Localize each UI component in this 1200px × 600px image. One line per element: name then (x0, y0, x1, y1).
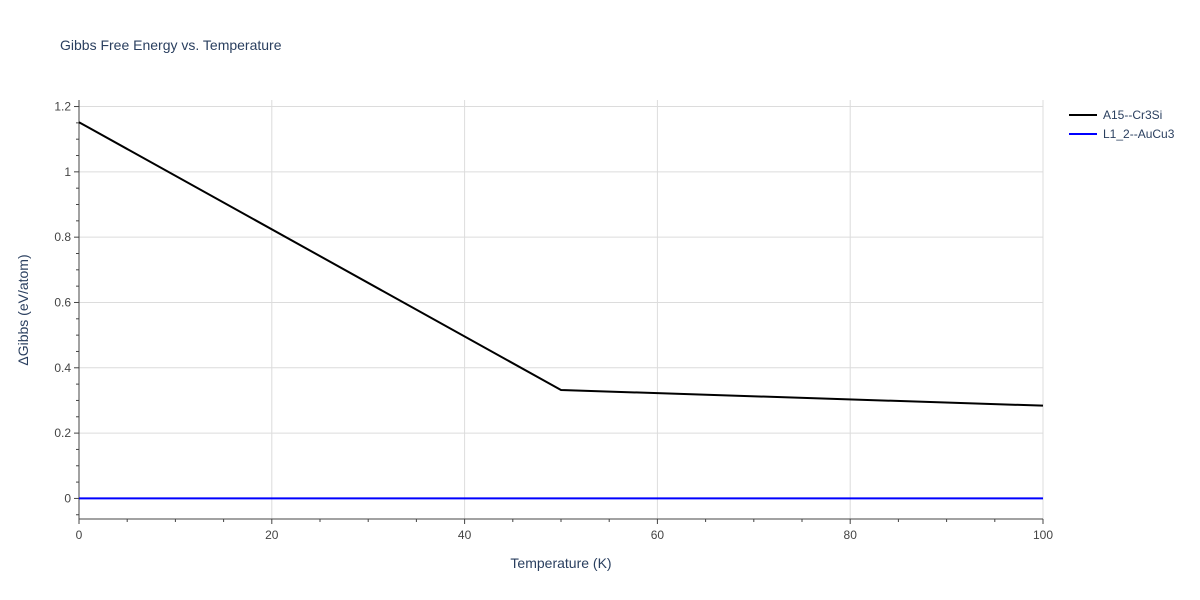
chart-title: Gibbs Free Energy vs. Temperature (60, 37, 282, 53)
legend[interactable]: A15--Cr3Si L1_2--AuCu3 (1069, 108, 1175, 141)
series-line (78, 121, 1044, 407)
y-tick-label: 0.8 (54, 230, 71, 244)
y-tick-label: 0.6 (54, 295, 71, 309)
series-lines (78, 121, 1044, 500)
legend-label: L1_2--AuCu3 (1103, 127, 1175, 141)
y-tick-label: 0 (64, 491, 71, 505)
y-tick-label: 0.2 (54, 426, 71, 440)
x-tick-label: 60 (651, 528, 665, 542)
legend-label: A15--Cr3Si (1103, 108, 1162, 122)
x-axis-title: Temperature (K) (510, 555, 611, 571)
y-tick-label: 0.4 (54, 361, 71, 375)
y-axis-title: ΔGibbs (eV/atom) (15, 254, 31, 365)
x-tick-label: 20 (265, 528, 279, 542)
y-tick-label: 1 (64, 165, 71, 179)
x-tick-label: 40 (458, 528, 472, 542)
x-tick-label: 80 (844, 528, 858, 542)
grid (79, 100, 1044, 519)
axes: 0 20 40 60 80 100 0 0.2 0.4 0.6 0.8 1 1.2 (54, 100, 1053, 542)
y-tick-label: 1.2 (54, 100, 71, 114)
x-tick-label: 100 (1033, 528, 1053, 542)
x-tick-label: 0 (76, 528, 83, 542)
